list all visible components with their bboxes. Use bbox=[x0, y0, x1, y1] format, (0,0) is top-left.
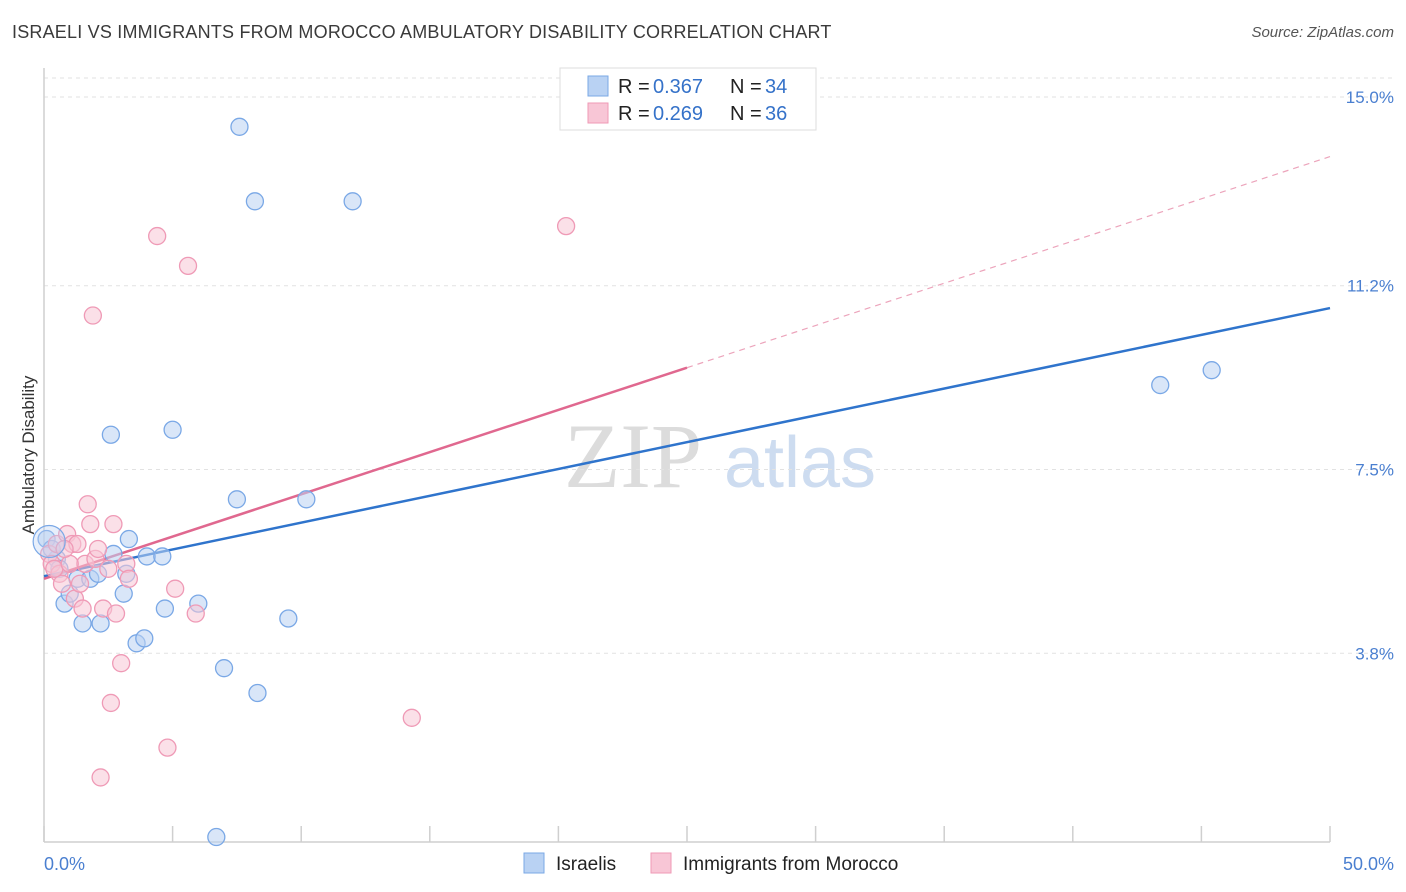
data-point-s0-31 bbox=[1151, 375, 1170, 395]
legend-r-label-israelis: R = bbox=[618, 76, 650, 98]
x-tick-label-min: 0.0% bbox=[44, 854, 85, 874]
data-point-s1-22 bbox=[112, 654, 131, 673]
y-tick-label-1: 7.5% bbox=[1355, 461, 1394, 480]
trend-lines bbox=[43, 156, 1331, 580]
data-point-s0-25 bbox=[230, 117, 249, 136]
legend-r-value-israelis: 0.367 bbox=[653, 76, 703, 98]
data-points bbox=[32, 117, 1221, 847]
legend-swatch-morocco bbox=[587, 102, 609, 124]
series-legend-swatch-morocco bbox=[650, 852, 672, 874]
chart-title: ISRAELI VS IMMIGRANTS FROM MOROCCO AMBUL… bbox=[12, 22, 832, 42]
data-point-s0-17 bbox=[137, 547, 157, 566]
data-point-s0-32 bbox=[1202, 361, 1221, 380]
y-tick-label-3: 15.0% bbox=[1346, 88, 1394, 107]
series-legend-label-morocco: Immigrants from Morocco bbox=[683, 854, 898, 875]
data-point-s0-20 bbox=[163, 420, 182, 439]
data-point-s1-30 bbox=[402, 708, 421, 727]
data-point-s0-28 bbox=[279, 609, 298, 628]
data-point-s0-10 bbox=[101, 425, 121, 444]
data-point-s0-24 bbox=[227, 490, 247, 509]
data-point-s1-13 bbox=[83, 306, 103, 325]
chart-source: Source: ZipAtlas.com bbox=[1251, 24, 1394, 41]
data-point-s1-26 bbox=[158, 738, 177, 757]
data-point-s1-24 bbox=[119, 569, 139, 588]
data-point-s1-15 bbox=[88, 539, 108, 559]
trend-line-0 bbox=[43, 306, 1331, 578]
watermark-zip: ZIP bbox=[564, 405, 702, 507]
data-point-s1-18 bbox=[99, 559, 118, 578]
y-tick-label-0: 3.8% bbox=[1355, 644, 1394, 663]
data-point-s0-30 bbox=[343, 192, 362, 211]
legend-n-label-israelis: N = bbox=[730, 76, 762, 98]
x-tick-label-max: 50.0% bbox=[1343, 854, 1394, 874]
data-point-s1-29 bbox=[186, 604, 205, 623]
legend-r-label-morocco: R = bbox=[618, 103, 650, 125]
data-point-s0-27 bbox=[248, 683, 267, 703]
legend-n-value-israelis: 34 bbox=[765, 76, 787, 98]
x-axis-ticks bbox=[43, 826, 1331, 842]
legend-swatch-israelis bbox=[587, 75, 609, 97]
data-point-s0-23 bbox=[214, 659, 234, 678]
data-point-s0-18 bbox=[153, 547, 172, 566]
legend-n-label-morocco: N = bbox=[730, 103, 762, 125]
data-point-s1-16 bbox=[91, 768, 110, 787]
series-legend-swatch-israelis bbox=[523, 852, 545, 874]
data-point-s1-28 bbox=[178, 256, 198, 276]
watermark-atlas: atlas bbox=[724, 423, 876, 503]
data-point-s1-11 bbox=[78, 495, 97, 514]
data-point-s1-20 bbox=[104, 514, 123, 534]
data-point-s1-12 bbox=[81, 514, 100, 534]
data-point-s0-14 bbox=[119, 529, 139, 549]
data-point-s0-19 bbox=[155, 599, 175, 618]
data-point-s1-25 bbox=[148, 226, 167, 246]
trend-line-dashed-1 bbox=[686, 156, 1331, 369]
data-point-s1-32 bbox=[45, 559, 64, 578]
data-point-s1-31 bbox=[556, 216, 576, 236]
data-point-s1-23 bbox=[117, 554, 136, 574]
series-legend-label-israelis: Israelis bbox=[556, 854, 616, 875]
data-point-s0-26 bbox=[245, 192, 265, 211]
trend-line-1 bbox=[43, 366, 688, 580]
stats-legend: R = 0.367 N = 34 R = 0.269 N = 36 bbox=[559, 67, 817, 131]
data-point-s0-22 bbox=[207, 827, 226, 847]
data-point-s1-9 bbox=[73, 599, 92, 618]
legend-r-value-morocco: 0.269 bbox=[653, 103, 703, 125]
data-point-s1-8 bbox=[70, 574, 90, 593]
data-point-s0-16 bbox=[135, 629, 154, 648]
data-point-s0-29 bbox=[297, 490, 316, 509]
data-point-s1-27 bbox=[166, 579, 185, 598]
legend-n-value-morocco: 36 bbox=[765, 103, 787, 125]
gridlines bbox=[44, 77, 1394, 654]
data-point-cluster bbox=[32, 524, 66, 559]
data-point-s1-4 bbox=[52, 574, 72, 593]
y-tick-label-2: 11.2% bbox=[1347, 277, 1394, 296]
data-point-s1-19 bbox=[101, 693, 121, 713]
data-point-s0-9 bbox=[91, 614, 110, 633]
y-axis-title: Ambulatory Disability bbox=[19, 375, 38, 534]
series-legend: Israelis Immigrants from Morocco bbox=[523, 852, 898, 875]
y-axis-tick-labels: 3.8% 7.5% 11.2% 15.0% bbox=[1346, 88, 1394, 663]
data-point-s1-21 bbox=[106, 604, 126, 623]
